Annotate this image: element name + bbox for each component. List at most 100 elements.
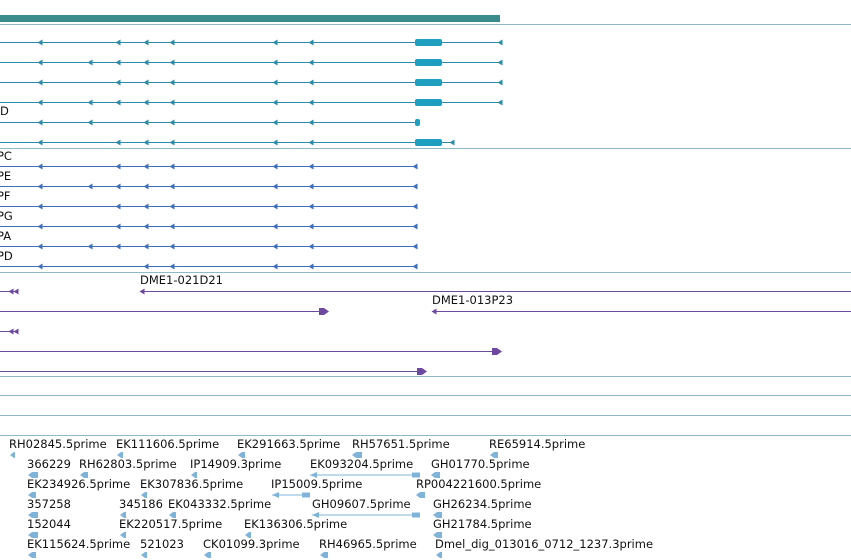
est-label: EK136306.5prime [244, 517, 347, 531]
est-block [141, 492, 147, 498]
transcript-label: PC [0, 149, 12, 163]
transcript-arrow [308, 183, 314, 190]
end-arrow [497, 59, 503, 66]
transcript-arrow [169, 163, 175, 170]
est-label: IP15009.5prime [271, 477, 362, 491]
coding-exon [415, 79, 442, 86]
est-block [431, 472, 440, 478]
est-feature: IP14909.3prime [190, 457, 281, 478]
intron-arrow [272, 39, 278, 46]
transcript-track: PC PE PF PG PA PD [0, 149, 418, 270]
clone-arrow [431, 308, 437, 315]
transcript-arrow [115, 163, 121, 170]
transcript-arrow [143, 263, 149, 270]
intron-arrow [37, 139, 43, 146]
transcript-arrow [143, 183, 149, 190]
est-label: 366229 [27, 457, 71, 471]
est-label: GH26234.5prime [433, 497, 532, 511]
gene-model-row [0, 39, 503, 46]
transcript-row: PD [0, 249, 418, 270]
est-feature: RH57651.5prime [352, 437, 450, 458]
est-feature: EK043332.5prime [168, 497, 271, 518]
est-label: EK234926.5prime [27, 477, 130, 491]
est-block [28, 552, 36, 558]
coding-exon [415, 39, 442, 46]
transcript-label: PE [0, 169, 11, 183]
coding-exon [415, 99, 442, 106]
est-block [120, 532, 126, 538]
est-feature: EK111606.5prime [116, 437, 219, 458]
est-label: EK307836.5prime [140, 477, 243, 491]
coding-exon [415, 59, 442, 66]
est-label: EK220517.5prime [119, 517, 222, 531]
est-label: GH09607.5prime [312, 497, 411, 511]
gene-model-row [0, 99, 503, 106]
est-feature: EK115624.5prime [27, 537, 130, 558]
transcript-arrow [115, 243, 121, 250]
gene-model-row [0, 79, 503, 86]
coding-exon [415, 139, 442, 146]
transcript-label: PD [0, 249, 13, 263]
intron-arrow [169, 139, 175, 146]
est-feature: GH26234.5prime [433, 497, 532, 518]
intron-arrow [169, 59, 175, 66]
est-block [120, 512, 126, 518]
transcript-arrow [272, 243, 278, 250]
end-arrow [497, 39, 503, 46]
transcript-arrow [37, 183, 43, 190]
est-block [433, 512, 442, 518]
clone-arrow [8, 288, 14, 295]
intron-arrow [272, 99, 278, 106]
est-feature: RE65914.5prime [489, 437, 585, 458]
transcript-row: PA [0, 229, 418, 250]
est-feature: 521023 [140, 537, 184, 558]
clone-row [0, 288, 19, 295]
transcript-arrow [115, 183, 121, 190]
transcript-arrow [412, 163, 418, 170]
transcript-arrow [308, 163, 314, 170]
clone-arrow [8, 328, 14, 335]
est-label: RH46965.5prime [319, 537, 417, 551]
est-block [28, 512, 38, 518]
transcript-arrow [412, 183, 418, 190]
intron-arrow [169, 79, 175, 86]
est-feature: EK307836.5prime [140, 477, 243, 498]
intron-arrow [115, 59, 121, 66]
est-feature: 366229 [27, 457, 71, 478]
clone-arrow [417, 368, 427, 375]
end-arrow [497, 79, 503, 86]
est-block [436, 552, 442, 558]
est-label: 357258 [27, 497, 71, 511]
est-feature: Dmel_dig_013016_0712_1237.3prime [435, 537, 653, 558]
intron-arrow [37, 79, 43, 86]
intron-arrow [308, 99, 314, 106]
est-label: EK291663.5prime [237, 437, 340, 451]
intron-arrow [272, 59, 278, 66]
transcript-arrow [272, 183, 278, 190]
est-block [412, 512, 420, 518]
transcript-arrow [143, 163, 149, 170]
est-block [352, 452, 362, 458]
est-label: IP14909.3prime [190, 457, 281, 471]
clone-arrow [492, 348, 502, 355]
intron-arrow [87, 119, 93, 126]
est-feature: IP15009.5prime [271, 477, 362, 498]
est-block [412, 472, 420, 478]
transcript-row: PE [0, 169, 418, 190]
intron-arrow [272, 119, 278, 126]
transcript-arrow [308, 203, 314, 210]
transcript-arrow [272, 223, 278, 230]
est-block [245, 532, 251, 538]
transcript-arrow [412, 263, 418, 270]
intron-arrow [169, 39, 175, 46]
intron-arrow [272, 139, 278, 146]
scale-bar [0, 15, 500, 22]
transcript-arrow [37, 163, 43, 170]
clone-row: DME1-021D21 [139, 273, 851, 295]
est-label: EK115624.5prime [27, 537, 130, 551]
transcript-arrow [412, 243, 418, 250]
intron-arrow [87, 59, 93, 66]
est-label: EK043332.5prime [168, 497, 271, 511]
intron-arrow [37, 99, 43, 106]
